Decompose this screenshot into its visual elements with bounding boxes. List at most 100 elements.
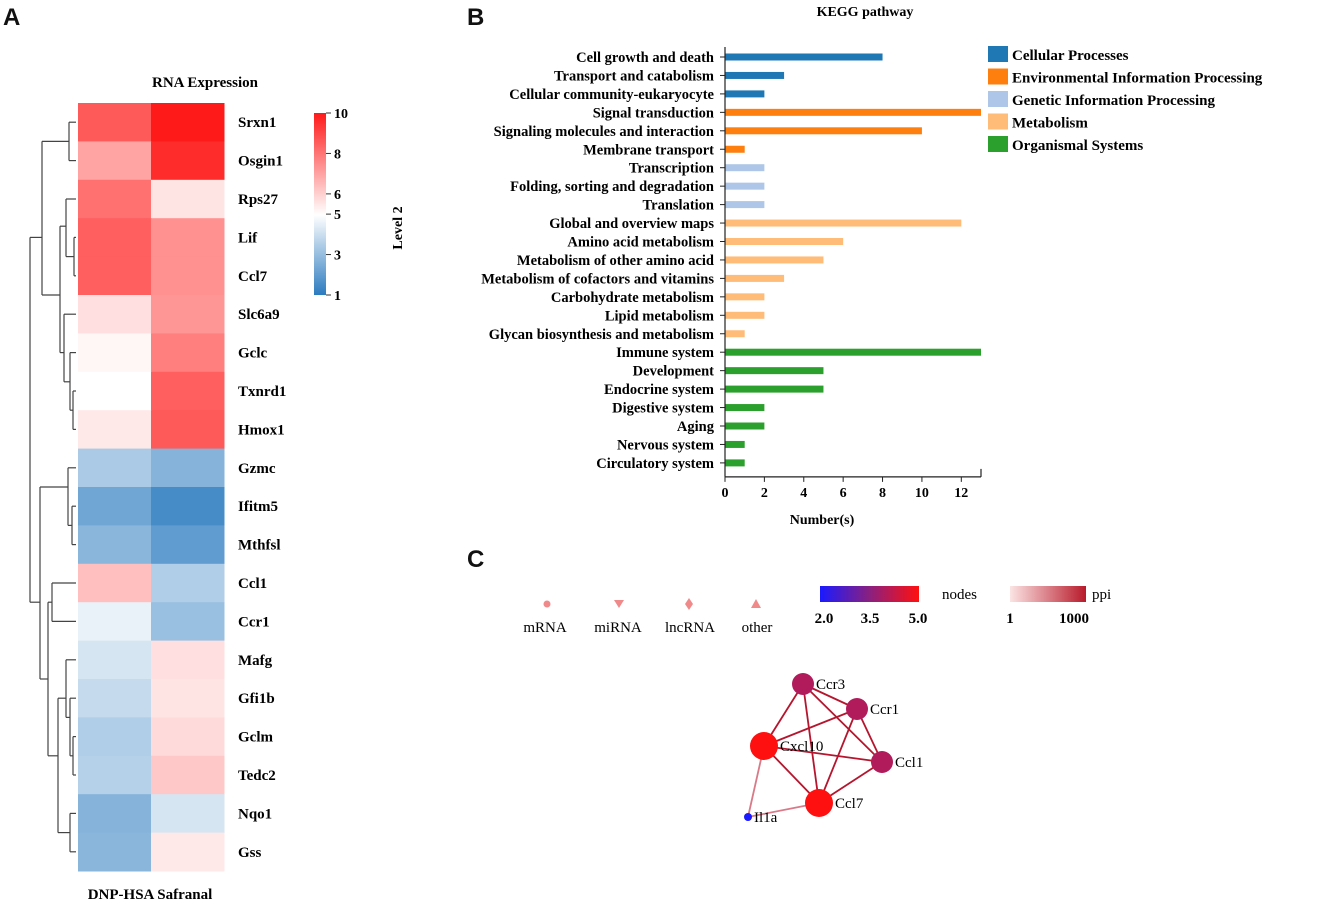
heatmap-cell xyxy=(151,295,225,334)
legend-swatch xyxy=(988,68,1008,85)
legend-lncrna-label: lncRNA xyxy=(665,620,715,636)
kegg-ylabel: Level 2 xyxy=(391,206,406,249)
kegg-bar xyxy=(725,201,765,209)
heatmap-cell xyxy=(78,832,152,872)
kegg-bar xyxy=(725,311,765,319)
kegg-bar xyxy=(725,459,745,467)
heatmap-gene-label: Nqo1 xyxy=(238,806,272,822)
heatmap-gene-label: Osgin1 xyxy=(238,154,283,170)
colorbar-tick-label: 6 xyxy=(334,188,341,203)
heatmap-cell xyxy=(151,448,225,488)
network-node-label: Ccr3 xyxy=(816,677,845,693)
kegg-bar xyxy=(725,404,765,412)
heatmap-cell xyxy=(78,717,152,757)
kegg-x-tick-label: 6 xyxy=(840,486,847,501)
heatmap-cell xyxy=(78,410,152,450)
heatmap-gene-label: Txnrd1 xyxy=(238,384,286,400)
colorbar-tick-label: 8 xyxy=(334,147,341,162)
legend-swatch xyxy=(988,91,1008,107)
heatmap-xlabel: DNP-HSA Safranal xyxy=(88,887,213,903)
mirna-shape-icon xyxy=(614,600,624,608)
legend-swatch xyxy=(988,46,1008,62)
kegg-category-label: Aging xyxy=(677,419,715,435)
heatmap-dendrogram xyxy=(29,121,76,853)
heatmap-cell xyxy=(151,563,225,603)
heatmap-cell xyxy=(78,333,152,373)
network-node-label: Il1a xyxy=(754,810,778,826)
colorbar xyxy=(314,113,326,295)
kegg-category-label: Folding, sorting and degradation xyxy=(510,179,714,195)
network-node xyxy=(871,751,893,773)
heatmap-cell xyxy=(78,103,152,142)
nodes-scale-label: nodes xyxy=(942,587,977,603)
kegg-category-label: Nervous system xyxy=(617,437,714,453)
heatmap-gene-label: Ifitm5 xyxy=(238,499,278,515)
heatmap-cell xyxy=(78,448,152,488)
legend-entry-label: Genetic Information Processing xyxy=(1012,93,1216,109)
heatmap-cell xyxy=(78,679,152,718)
heatmap-gene-label: Gfi1b xyxy=(238,691,275,707)
kegg-bar xyxy=(725,164,765,172)
heatmap-gene-label: Mafg xyxy=(238,653,273,669)
mrna-shape-icon xyxy=(543,600,551,608)
heatmap-cell xyxy=(78,640,152,680)
network-node xyxy=(744,813,752,821)
legend-entry-label: Metabolism xyxy=(1012,116,1088,132)
heatmap-cell xyxy=(78,371,152,411)
heatmap-gene-label: Tedc2 xyxy=(238,768,276,784)
colorbar-tick-label: 1 xyxy=(334,289,341,304)
heatmap-cell xyxy=(151,256,225,296)
legend-other-label: other xyxy=(742,620,773,636)
heatmap-gene-label: Slc6a9 xyxy=(238,307,280,323)
ppi-scale-max: 1000 xyxy=(1059,611,1089,627)
legend-entry-label: Environmental Information Processing xyxy=(1012,71,1263,87)
kegg-bar xyxy=(725,238,844,245)
kegg-bar xyxy=(725,440,745,448)
network-node xyxy=(792,673,814,695)
ppi-scale-label: ppi xyxy=(1092,587,1111,603)
heatmap-cell xyxy=(151,640,225,680)
network-node xyxy=(750,732,778,760)
heatmap-gene-label: Gclc xyxy=(238,346,267,362)
kegg-title: KEGG pathway xyxy=(817,5,914,20)
kegg-category-label: Digestive system xyxy=(612,401,714,417)
kegg-x-tick-label: 10 xyxy=(915,486,929,501)
network-node-label: Ccl7 xyxy=(835,796,864,812)
colorbar-tick-label: 3 xyxy=(334,249,341,264)
legend-mrna-label: mRNA xyxy=(523,620,567,636)
heatmap-gene-label: Ccl1 xyxy=(238,576,267,592)
heatmap-cell xyxy=(151,794,225,834)
network-node xyxy=(846,698,868,720)
legend-swatch xyxy=(988,136,1008,152)
heatmap-gene-label: Srxn1 xyxy=(238,115,276,131)
legend-entry-label: Organismal Systems xyxy=(1012,138,1143,154)
nodes-scale-max: 5.0 xyxy=(909,611,928,627)
kegg-bar xyxy=(725,348,981,356)
kegg-category-label: Signaling molecules and interaction xyxy=(494,124,714,140)
kegg-bar xyxy=(725,127,922,135)
nodes-gradient-bar xyxy=(820,586,919,602)
heatmap-cell xyxy=(78,141,152,181)
heatmap-cell xyxy=(151,141,225,181)
kegg-category-label: Circulatory system xyxy=(596,456,714,472)
heatmap-cell xyxy=(151,717,225,757)
kegg-category-label: Cell growth and death xyxy=(576,50,714,66)
kegg-bar xyxy=(725,145,745,153)
kegg-x-tick-label: 0 xyxy=(722,486,729,501)
heatmap-gene-label: Rps27 xyxy=(238,192,279,208)
colorbar-tick-label: 5 xyxy=(334,208,341,223)
heatmap-cell xyxy=(151,487,225,526)
kegg-bar xyxy=(725,108,981,116)
network-nodes: Ccr3 Ccr1 Cxcl10 Ccl1 Ccl7 Il1a xyxy=(744,673,923,826)
heatmap-cell xyxy=(151,218,225,258)
heatmap-cell xyxy=(78,794,152,834)
node-type-legend: mRNA miRNA lncRNA other xyxy=(523,598,772,636)
network-node-label: Ccr1 xyxy=(870,702,899,718)
heatmap-cell xyxy=(78,256,152,296)
network-node-label: Cxcl10 xyxy=(780,739,823,755)
kegg-category-label: Development xyxy=(633,364,715,380)
network-node-label: Ccl1 xyxy=(895,755,923,771)
heatmap-cell xyxy=(151,832,225,872)
colorbar-ticks: 1 3 5 6 8 10 xyxy=(326,107,348,304)
heatmap-gene-label: Gss xyxy=(238,845,262,861)
